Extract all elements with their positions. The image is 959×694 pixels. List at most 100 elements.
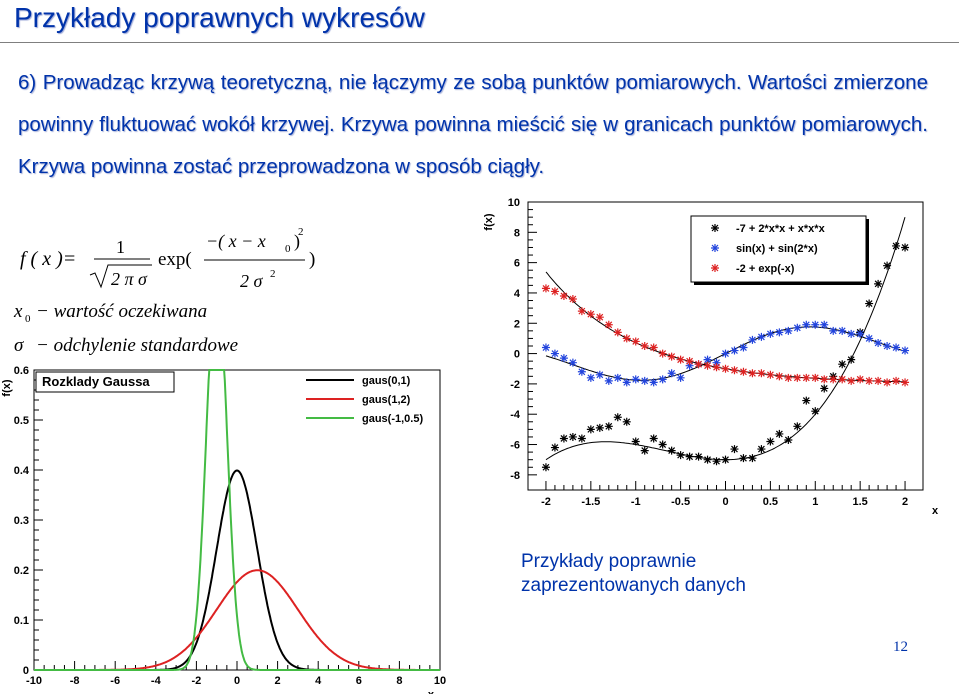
data-point — [559, 434, 568, 443]
data-point — [784, 326, 793, 335]
legend-marker-2 — [711, 264, 719, 272]
x-tick-label: 0 — [234, 675, 240, 687]
data-point — [649, 434, 658, 443]
data-point — [847, 376, 856, 385]
data-point — [712, 363, 721, 372]
data-point — [658, 440, 667, 449]
formula-sup2-den: 2 — [270, 268, 276, 280]
legend: -7 + 2*x*x + x*x*x sin(x) + sin(2*x) -2 + … — [690, 215, 869, 285]
x-tick-label: -2 — [541, 496, 551, 508]
gauss-chart: -10 -8 -6 -4 -2 0 2 4 6 8 10 0 0.1 0.2 0.3 0.4 0.5 0.6 x f(… — [1, 365, 446, 694]
y-tick-label: 0.5 — [14, 415, 29, 427]
data-point — [874, 376, 883, 385]
data-point — [667, 446, 676, 455]
data-point — [793, 422, 802, 431]
data-point — [550, 287, 559, 296]
data-point — [595, 423, 604, 432]
def2-symbol: σ — [14, 335, 24, 356]
data-point — [640, 376, 649, 385]
data-point — [703, 361, 712, 370]
data-point — [622, 417, 631, 426]
page-number: 12 — [893, 639, 908, 655]
slide-title: Przykłady poprawnych wykresów — [14, 2, 425, 33]
data-point — [775, 372, 784, 381]
data-point — [640, 446, 649, 455]
data-point — [748, 335, 757, 344]
caption-line-2: zaprezentowanych danych — [521, 575, 746, 596]
y-tick-label: 0.6 — [14, 365, 29, 377]
x-tick-label: 2 — [275, 675, 281, 687]
formula-one: 1 — [116, 237, 125, 257]
def2-text: − odchylenie standardowe — [36, 335, 238, 356]
data-point — [721, 455, 730, 464]
data-point — [631, 337, 640, 346]
data-point — [622, 334, 631, 343]
legend-marker-1 — [711, 244, 719, 252]
data-point — [658, 375, 667, 384]
data-point — [712, 358, 721, 367]
data-point — [883, 261, 892, 270]
formula-sup2-num: 2 — [298, 226, 304, 238]
y-tick-label: -4 — [510, 409, 521, 421]
data-point — [613, 328, 622, 337]
data-point — [541, 284, 550, 293]
legend: gaus(0,1) gaus(1,2) gaus(-1,0.5) — [306, 375, 423, 425]
def1-sub0: 0 — [25, 313, 31, 325]
data-point — [550, 349, 559, 358]
data-point — [838, 375, 847, 384]
data-point — [739, 367, 748, 376]
y-tick-label: 6 — [514, 258, 520, 270]
data-point — [703, 455, 712, 464]
data-point — [784, 373, 793, 382]
data-point — [901, 243, 910, 252]
scatter-chart: -2 -1.5 -1 -0.5 0 0.5 1 1.5 2 -8 -6 -4 -2 0 2 4 6 8 10 x f(x… — [483, 198, 939, 517]
data-point — [568, 295, 577, 304]
data-point — [766, 370, 775, 379]
body-paragraph: 6) Prowadząc krzywą teoretyczną, nie łąc… — [18, 71, 928, 178]
y-axis-label: f(x) — [1, 379, 13, 396]
x-tick-label: 6 — [356, 675, 362, 687]
data-point — [775, 429, 784, 438]
y-tick-label: 0 — [514, 349, 520, 361]
data-point — [739, 454, 748, 463]
data-point — [802, 373, 811, 382]
legend-label-1: gaus(1,2) — [362, 394, 411, 406]
legend-frame — [690, 215, 867, 283]
data-point — [667, 352, 676, 361]
data-point — [586, 425, 595, 434]
series-points-2 — [541, 284, 910, 387]
x-tick-label: -4 — [151, 675, 162, 687]
data-point — [559, 291, 568, 300]
data-point — [595, 370, 604, 379]
x-tick-label: -10 — [26, 675, 42, 687]
data-point — [874, 279, 883, 288]
caption-line-1: Przykłady poprawnie — [521, 551, 697, 572]
data-point — [667, 369, 676, 378]
formula-sub0: 0 — [285, 243, 291, 255]
data-point — [631, 375, 640, 384]
x-tick-label: 0 — [722, 496, 728, 508]
series-line-2 — [34, 369, 440, 671]
data-point — [856, 375, 865, 384]
legend-marker-0 — [711, 224, 719, 232]
x-tick-label: 2 — [902, 496, 908, 508]
data-point — [847, 355, 856, 364]
data-point — [820, 384, 829, 393]
data-point — [586, 310, 595, 319]
y-tick-label: 0 — [23, 665, 29, 677]
data-point — [856, 329, 865, 338]
x-tick-label: 1.5 — [853, 496, 868, 508]
data-point — [613, 413, 622, 422]
data-point — [541, 463, 550, 472]
data-point — [676, 373, 685, 382]
data-point — [802, 320, 811, 329]
data-point — [568, 432, 577, 441]
data-point — [865, 299, 874, 308]
data-point — [757, 332, 766, 341]
x-tick-label: -6 — [110, 675, 120, 687]
x-tick-label: -1 — [631, 496, 641, 508]
data-point — [793, 323, 802, 332]
series-points-1 — [541, 320, 910, 387]
data-point — [541, 343, 550, 352]
chart-title-frame — [35, 371, 175, 393]
